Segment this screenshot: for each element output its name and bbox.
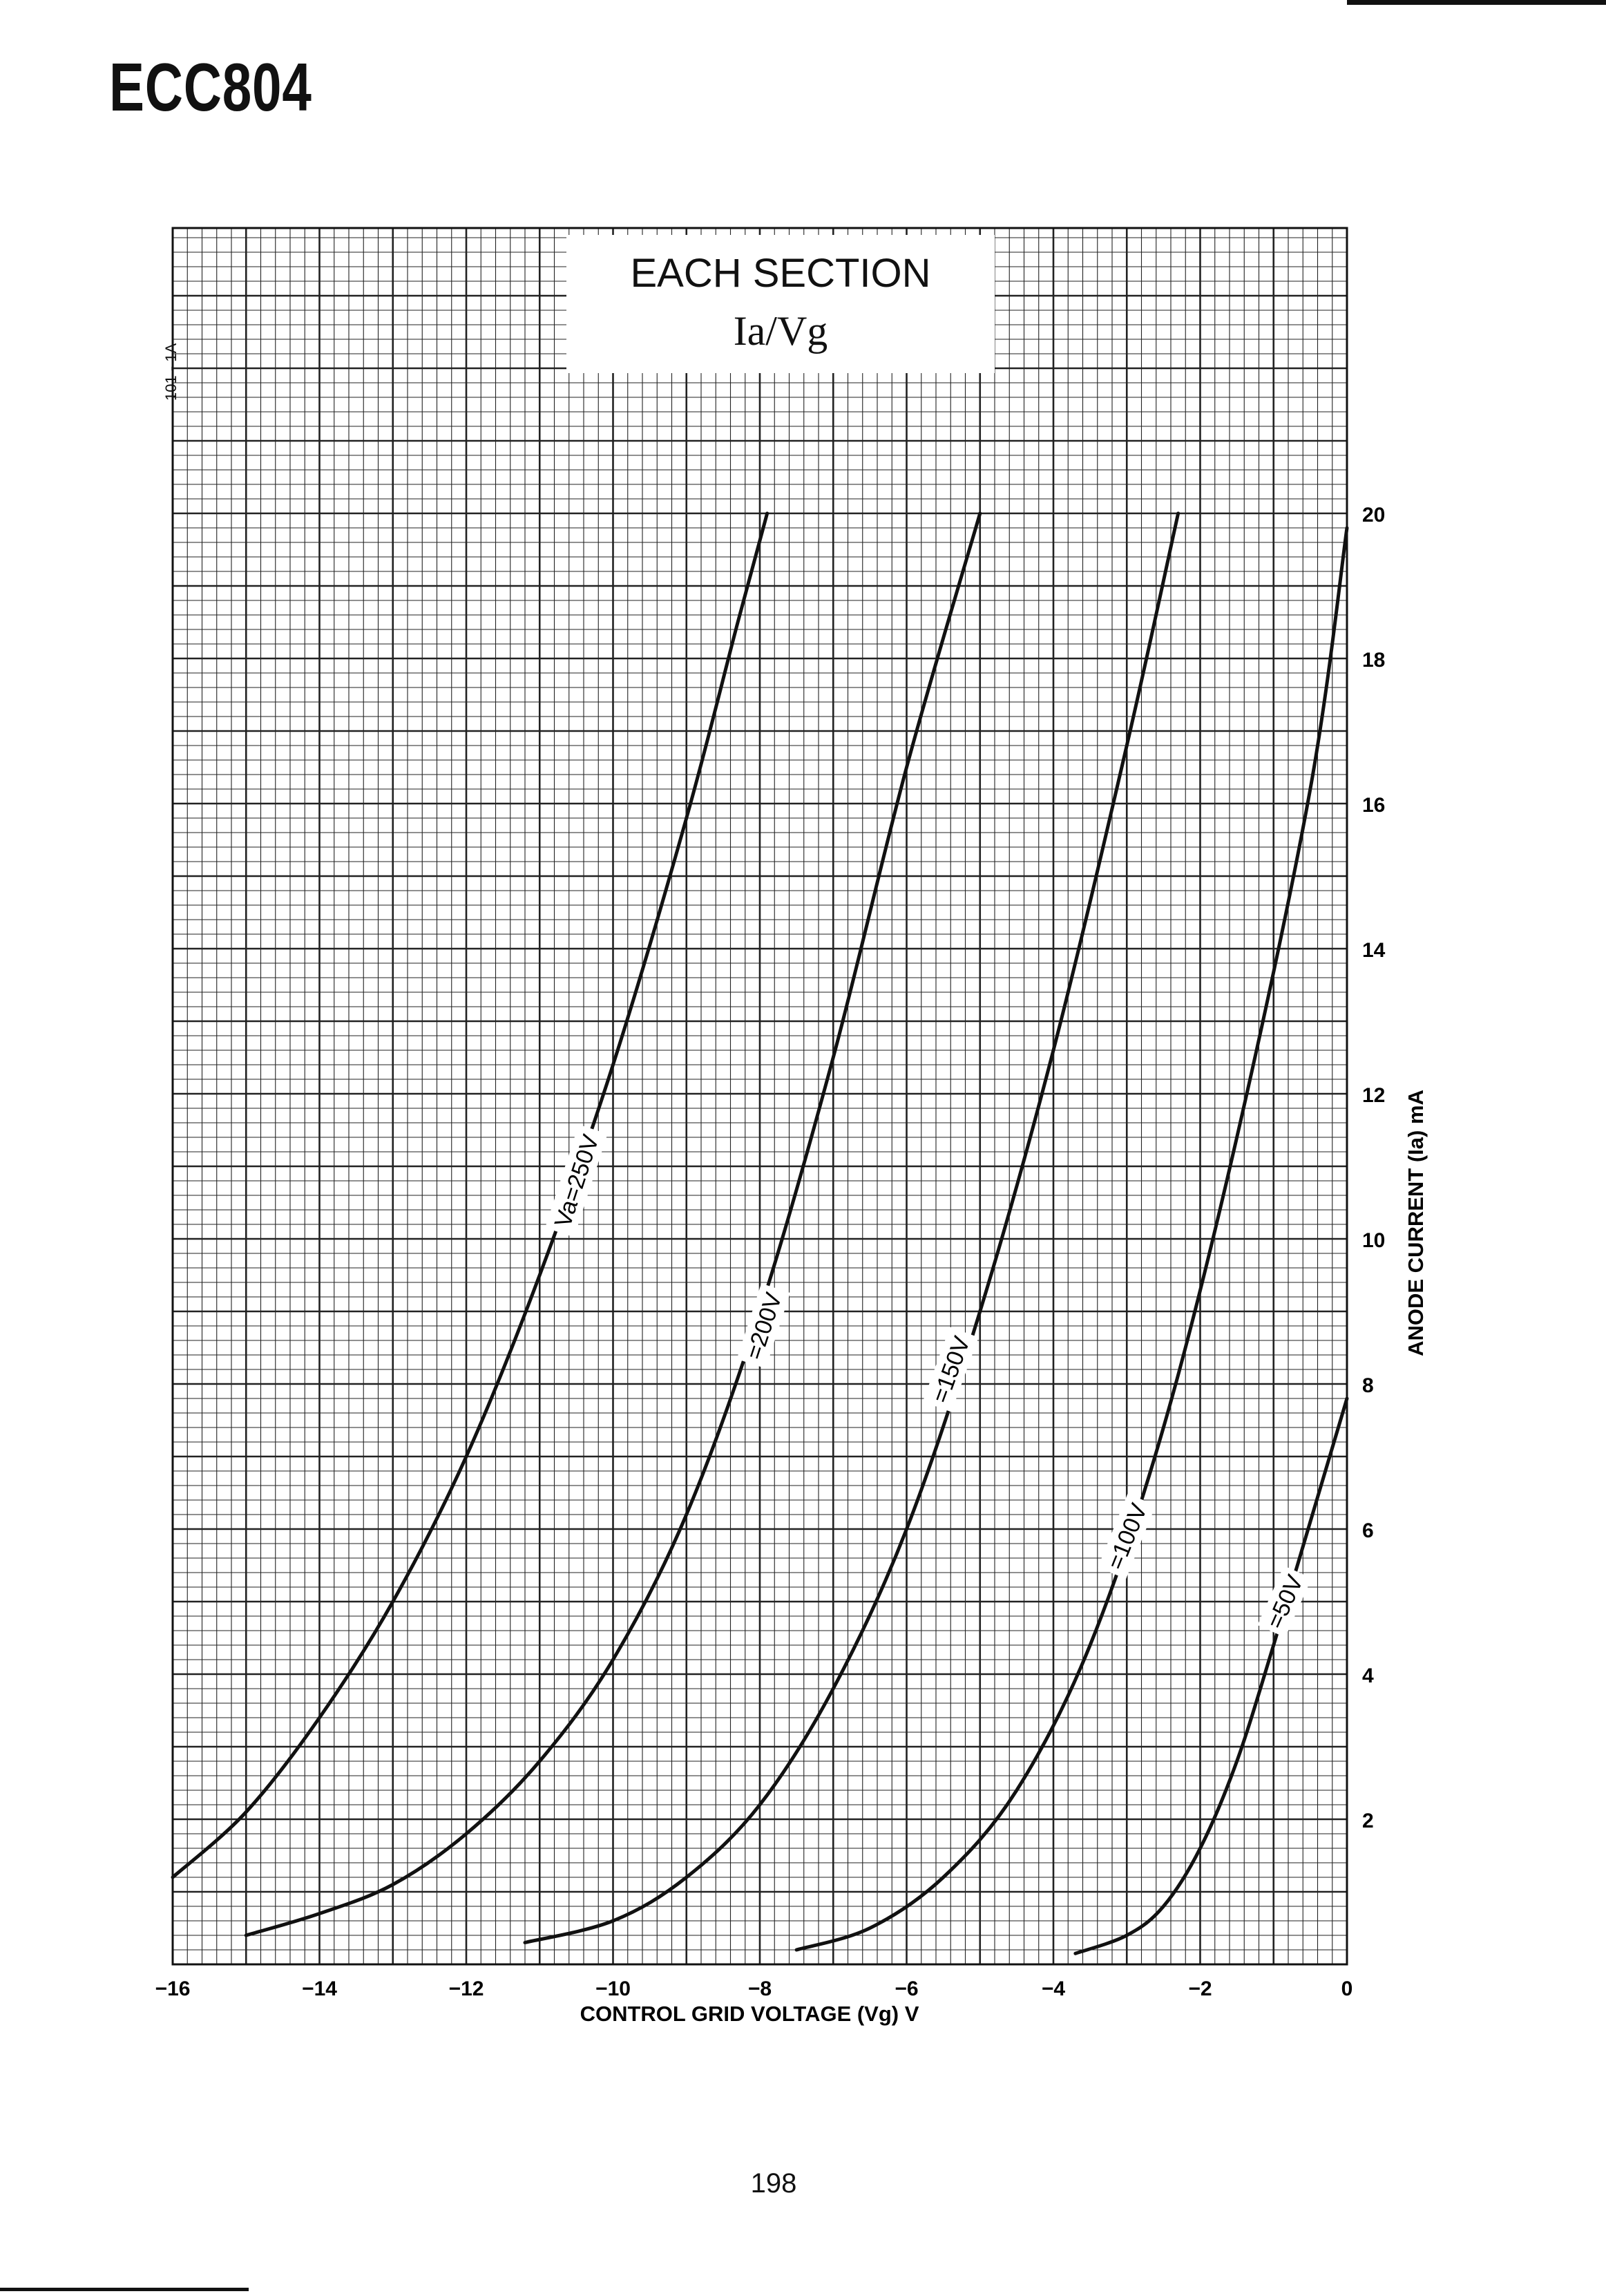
- y-tick-label: 20: [1362, 504, 1385, 526]
- bottom-edge-line: [0, 2288, 249, 2291]
- curve-100v: [794, 526, 1349, 1952]
- curve-50v: [1073, 1396, 1349, 1955]
- y-tick-label: 16: [1362, 794, 1385, 817]
- y-tick-label: 18: [1362, 649, 1385, 672]
- characteristic-curves: [171, 511, 1349, 1955]
- top-edge-line: [1347, 0, 1606, 5]
- chart-title-box: EACH SECTION Ia/Vg: [566, 235, 995, 373]
- x-tick-label: −10: [595, 1977, 631, 2000]
- x-tick-label: 0: [1341, 1977, 1353, 2000]
- x-tick-label: −6: [895, 1977, 918, 2000]
- x-tick-label: −12: [449, 1977, 484, 2000]
- curve-label-background: [922, 1327, 979, 1412]
- plot-frame: [171, 227, 1348, 1966]
- y-tick-label: 8: [1362, 1374, 1374, 1397]
- curve-150v: [523, 511, 1180, 1944]
- curve-label-background: [545, 1124, 608, 1237]
- document-title: ECC804: [109, 49, 312, 125]
- y-tick-label: 10: [1362, 1229, 1385, 1252]
- curve-labels: Va=250V=200V=150V=100V=50V: [545, 1124, 1312, 1638]
- curve-label-background: [1257, 1566, 1312, 1638]
- y-tick-label: 14: [1362, 939, 1386, 962]
- y-tick-label: 12: [1362, 1084, 1385, 1107]
- major-grid: [171, 227, 1348, 1966]
- x-tick-label: −16: [155, 1977, 191, 2000]
- x-tick-label: −4: [1042, 1977, 1066, 2000]
- x-tick-label: −2: [1188, 1977, 1212, 2000]
- curve-label-background: [1098, 1493, 1156, 1579]
- x-axis-label: CONTROL GRID VOLTAGE (Vg) V: [580, 2002, 919, 2026]
- curve-200v: [244, 511, 982, 1937]
- tick-labels: −16 −14 −12 −10 −8 −6 −4 −2 0 2 4 6 8 10 12 14 16 18 20: [155, 504, 1386, 2000]
- curve-va250v: [171, 511, 769, 1879]
- x-tick-label: −14: [302, 1977, 337, 2000]
- curve-label: =100V: [1098, 1493, 1156, 1579]
- y-tick-label: 6: [1362, 1519, 1374, 1542]
- x-tick-label: −8: [748, 1977, 772, 2000]
- chart-subtitle: Ia/Vg: [733, 308, 828, 354]
- page-number: 198: [750, 2168, 797, 2199]
- y-tick-label: 4: [1362, 1664, 1374, 1687]
- curve-label-text: =100V: [1102, 1499, 1153, 1573]
- y-tick-label: 2: [1362, 1810, 1374, 1832]
- y-axis-label: ANODE CURRENT (Ia) mA: [1404, 1090, 1428, 1356]
- curve-label-background: [736, 1283, 791, 1369]
- chart-title: EACH SECTION: [630, 251, 931, 296]
